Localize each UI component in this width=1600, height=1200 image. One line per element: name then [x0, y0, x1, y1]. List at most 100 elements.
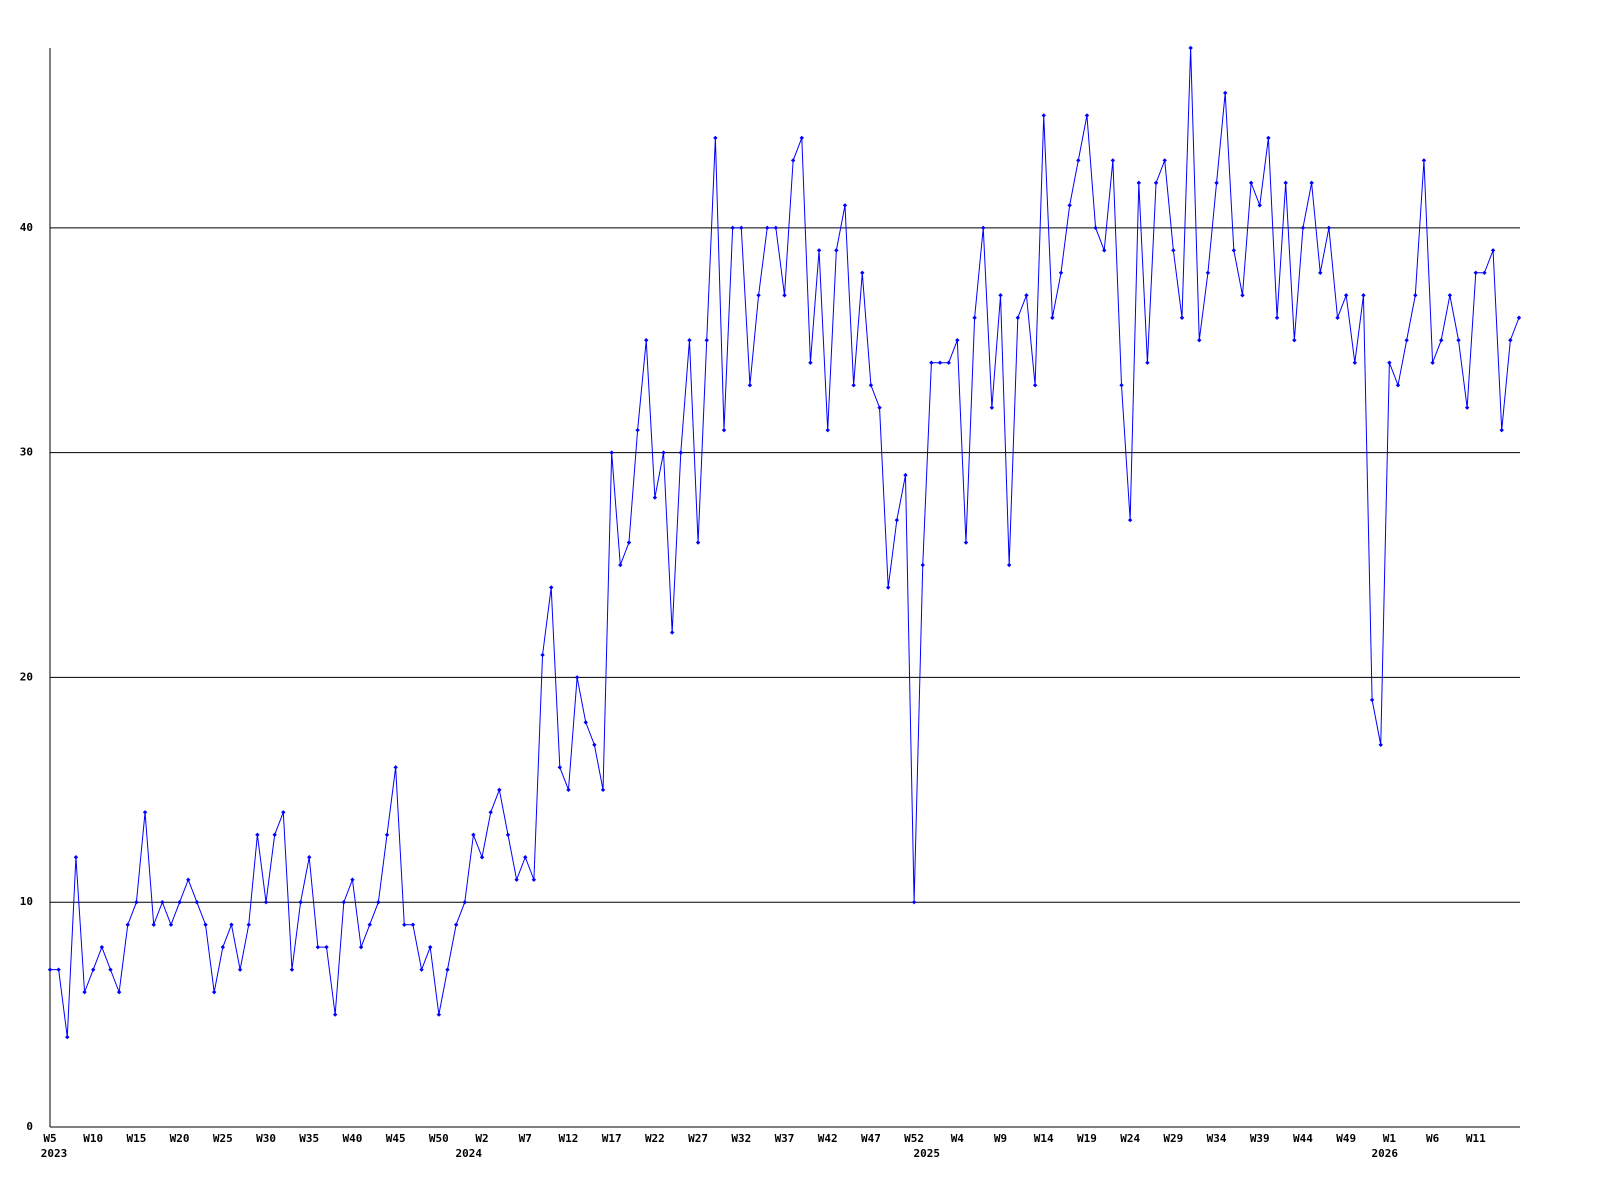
- data-point: [557, 765, 563, 770]
- data-point: [1214, 180, 1219, 186]
- data-point: [281, 810, 286, 815]
- x-tick-label: W39: [1250, 1132, 1270, 1145]
- data-point: [644, 338, 649, 343]
- data-point: [479, 855, 485, 860]
- x-year-label: 2024: [456, 1147, 483, 1160]
- data-point: [1482, 270, 1487, 275]
- data-point: [1473, 270, 1478, 275]
- data-point: [471, 832, 476, 837]
- data-point: [1257, 203, 1262, 208]
- x-tick-label: W1: [1383, 1132, 1397, 1145]
- data-point: [661, 450, 666, 455]
- data-point: [963, 540, 969, 545]
- data-point: [332, 1012, 338, 1017]
- data-point: [1499, 427, 1504, 433]
- data-point: [298, 900, 303, 905]
- data-point: [868, 382, 874, 388]
- data-point: [1024, 293, 1029, 298]
- data-point: [877, 405, 882, 410]
- x-tick-label: W40: [343, 1132, 363, 1145]
- x-tick-label: W12: [559, 1132, 579, 1145]
- data-point: [721, 427, 727, 433]
- data-point: [220, 944, 226, 950]
- data-point: [453, 922, 459, 927]
- data-point: [246, 922, 251, 927]
- x-year-label: 2026: [1371, 1147, 1398, 1160]
- data-point: [894, 517, 900, 523]
- data-point: [1508, 338, 1513, 343]
- data-point: [678, 450, 684, 455]
- data-point: [1447, 293, 1453, 298]
- data-point: [574, 675, 580, 680]
- x-tick-label: W11: [1466, 1132, 1486, 1145]
- x-year-label: 2025: [914, 1147, 941, 1160]
- data-point: [730, 225, 735, 231]
- data-point: [514, 877, 519, 882]
- data-point: [1439, 338, 1444, 343]
- data-point: [1197, 338, 1202, 343]
- data-point: [825, 427, 830, 433]
- data-point: [1387, 360, 1392, 365]
- data-point: [1127, 517, 1133, 523]
- x-tick-label: W24: [1120, 1132, 1140, 1145]
- x-year-label: 2023: [41, 1147, 68, 1160]
- data-point: [1318, 270, 1323, 275]
- x-tick-label: W20: [170, 1132, 190, 1145]
- x-tick-label: W19: [1077, 1132, 1097, 1145]
- data-point: [1266, 135, 1271, 141]
- x-tick-label: W35: [299, 1132, 319, 1145]
- data-point: [272, 832, 277, 837]
- data-point: [834, 248, 839, 253]
- data-point: [998, 293, 1003, 298]
- data-point: [1352, 360, 1358, 365]
- data-point: [177, 900, 182, 905]
- x-tick-label: W4: [951, 1132, 965, 1145]
- data-point: [91, 967, 96, 972]
- x-tick-label: W14: [1034, 1132, 1054, 1145]
- data-point: [1050, 315, 1055, 320]
- data-point: [1361, 293, 1366, 298]
- data-point: [263, 900, 269, 905]
- data-point: [237, 967, 243, 972]
- data-point: [1205, 270, 1211, 275]
- data-point: [211, 989, 217, 995]
- data-point: [842, 203, 848, 208]
- x-tick-label: W7: [519, 1132, 532, 1145]
- data-point: [989, 405, 995, 410]
- x-tick-label: W10: [83, 1132, 103, 1145]
- data-point: [669, 630, 675, 635]
- data-point: [1516, 315, 1522, 320]
- data-point: [981, 225, 986, 231]
- data-point: [116, 989, 122, 995]
- data-point: [618, 562, 623, 568]
- data-point: [125, 922, 130, 927]
- data-point: [1326, 225, 1332, 231]
- data-point: [1102, 248, 1107, 253]
- data-point: [1292, 338, 1297, 343]
- data-point: [229, 922, 234, 927]
- data-point: [47, 967, 53, 972]
- data-point: [920, 562, 925, 568]
- data-point: [695, 540, 701, 545]
- data-point: [885, 585, 891, 590]
- x-tick-label: W50: [429, 1132, 449, 1145]
- data-point: [56, 967, 61, 972]
- data-point: [350, 877, 355, 882]
- data-point: [782, 293, 787, 298]
- data-point: [929, 360, 934, 365]
- data-point: [799, 135, 804, 141]
- x-tick-label: W17: [602, 1132, 622, 1145]
- data-point: [419, 967, 424, 972]
- data-point: [307, 855, 312, 860]
- data-point: [1084, 113, 1090, 118]
- data-point: [1413, 293, 1418, 298]
- data-point: [808, 360, 813, 365]
- x-tick-label: W37: [775, 1132, 795, 1145]
- x-tick-label: W44: [1293, 1132, 1313, 1145]
- data-point: [142, 810, 148, 815]
- data-point: [626, 540, 632, 545]
- data-point: [652, 495, 658, 500]
- data-point: [1067, 203, 1072, 208]
- data-point: [488, 810, 493, 815]
